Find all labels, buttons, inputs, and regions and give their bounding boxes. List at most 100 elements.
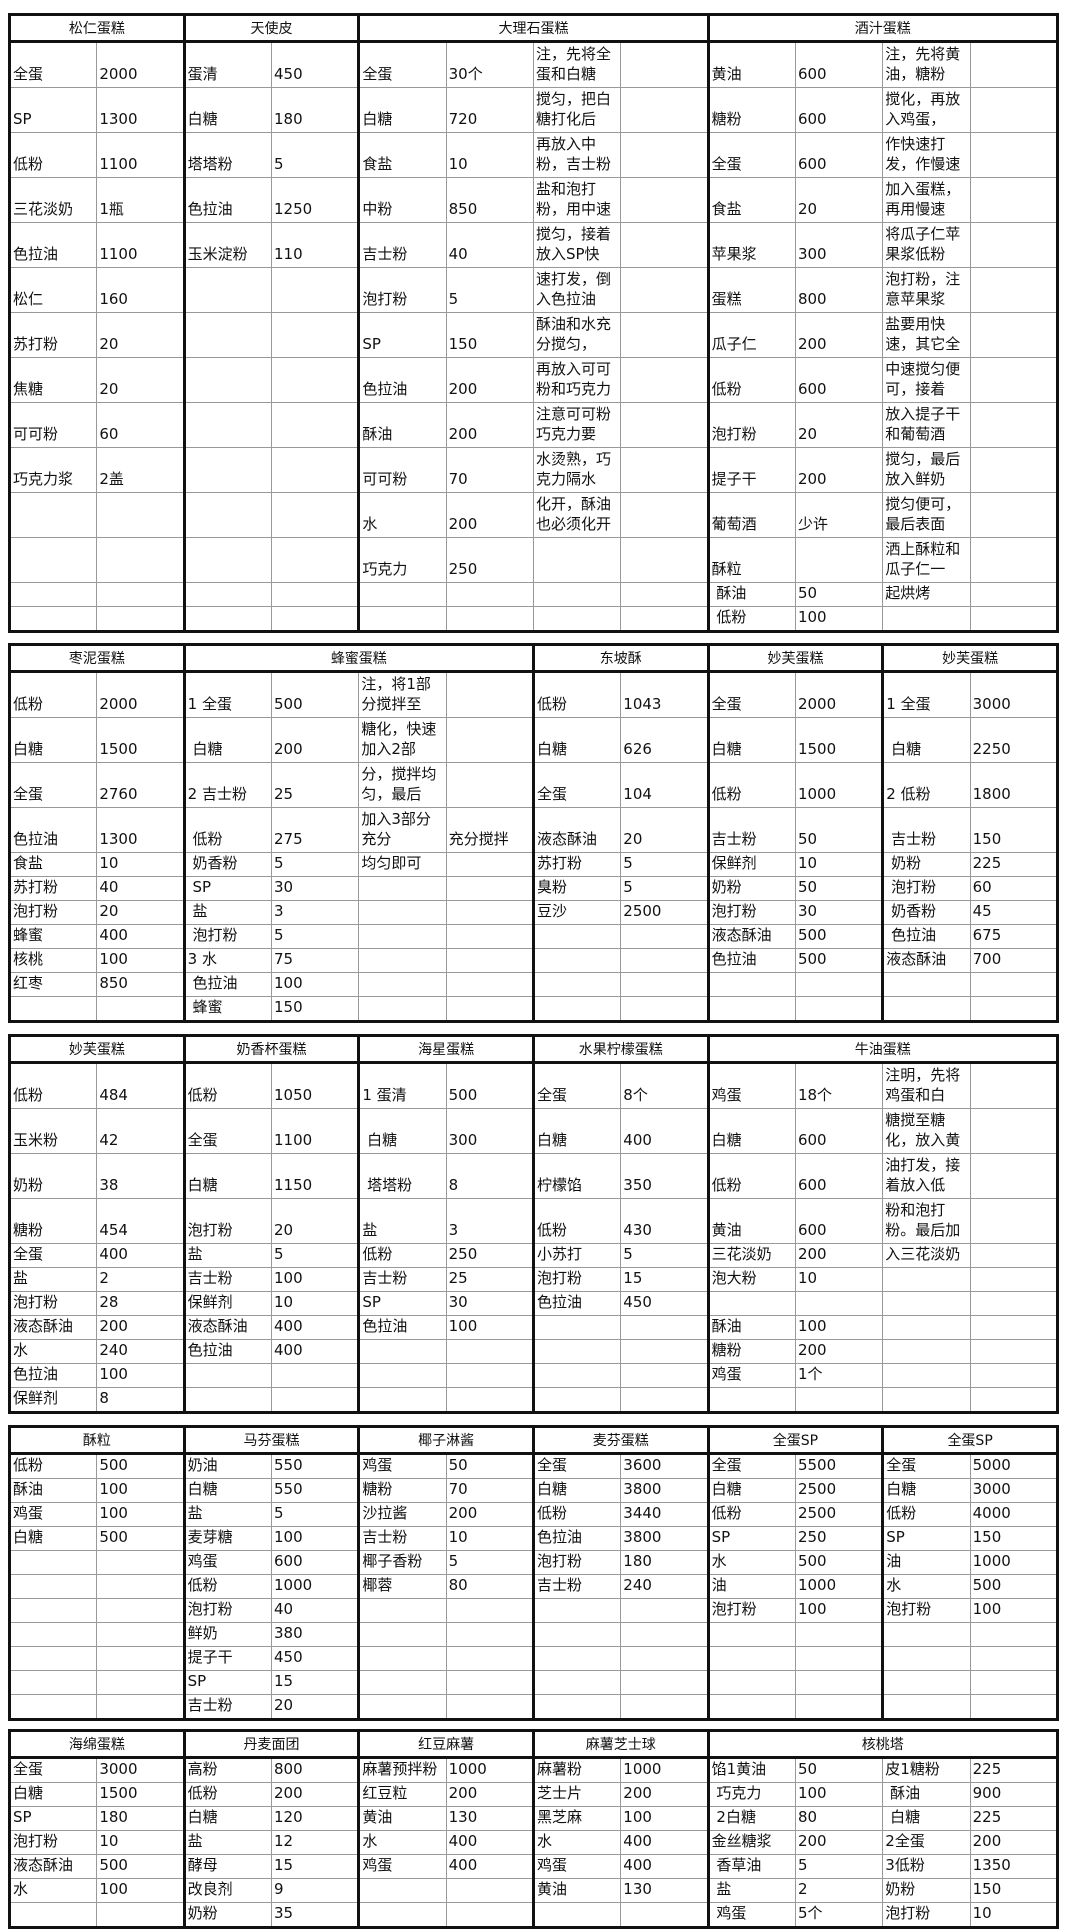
- amount-cell: 150: [445, 312, 534, 358]
- amount-cell: [620, 606, 709, 632]
- table-row: 焦糖 20 色拉油 200 再放入可可粉和巧克力 低粉 600 中速搅匀便可，接着: [8, 357, 1058, 403]
- ingredient-cell: 巧克力: [357, 537, 447, 583]
- ingredient-cell: 低粉: [531, 1198, 621, 1244]
- amount-cell: [620, 87, 709, 133]
- amount-cell: 1000: [969, 1550, 1058, 1575]
- ingredient-cell: [358, 924, 447, 949]
- ingredient-cell: 白糖: [706, 1478, 796, 1503]
- ingredient-cell: 可可粉: [357, 447, 447, 493]
- amount-cell: [969, 1267, 1058, 1292]
- ingredient-cell: 食盐: [706, 177, 796, 223]
- amount-cell: 80: [445, 1574, 534, 1599]
- ingredient-cell: SP: [182, 876, 272, 901]
- ingredient-cell: 酥油: [706, 1315, 796, 1340]
- amount-cell: 1000: [794, 762, 883, 808]
- amount-cell: 600: [794, 1153, 883, 1199]
- amount-cell: [445, 1646, 534, 1671]
- table-row: 巧克力浆 2盖 可可粉 70 水烫熟，巧克力隔水 提子干 200 搅匀，最后放入鲜奶: [8, 447, 1058, 493]
- table-row: 奶粉 38 白糖 1150 塔塔粉 8 柠檬馅 350 低粉 600 油打发，接着放入低: [8, 1153, 1058, 1199]
- amount-cell: [96, 1598, 185, 1623]
- ingredient-cell: [8, 606, 97, 632]
- amount-cell: 450: [620, 1291, 709, 1316]
- ingredient-cell: 加入蛋糕，再用慢速: [882, 177, 971, 223]
- ingredient-cell: 酥油: [882, 1782, 971, 1807]
- ingredient-cell: 吉士粉: [182, 1694, 272, 1720]
- amount-cell: 28: [96, 1291, 185, 1316]
- amount-cell: [620, 1622, 709, 1647]
- amount-cell: 200: [794, 1830, 883, 1855]
- ingredient-cell: [357, 1598, 447, 1623]
- amount-cell: 2000: [794, 671, 883, 718]
- amount-cell: 720: [445, 87, 534, 133]
- ingredient-cell: [358, 876, 447, 901]
- amount-cell: [620, 996, 709, 1022]
- ingredient-cell: 豆沙: [531, 900, 621, 925]
- ingredient-cell: 可可粉: [8, 402, 97, 448]
- table-row: 白糖 1500 白糖 200 糖化，快速加入2部 白糖 626 白糖 1500 白糖 2250: [8, 717, 1058, 763]
- ingredient-cell: 白糖: [357, 1108, 447, 1154]
- ingredient-cell: [357, 1387, 447, 1413]
- recipe-title: 大理石蛋糕: [357, 14, 709, 43]
- ingredient-cell: [357, 582, 447, 607]
- table-row: 蜂蜜 150: [8, 996, 1058, 1022]
- ingredient-cell: 金丝糖浆: [706, 1830, 796, 1855]
- amount-cell: 150: [270, 996, 359, 1022]
- amount-cell: 1瓶: [96, 177, 185, 223]
- ingredient-cell: 盐: [182, 1502, 272, 1527]
- ingredient-cell: [706, 1291, 796, 1316]
- ingredient-cell: [881, 996, 971, 1022]
- amount-cell: 225: [969, 1806, 1058, 1831]
- amount-cell: [794, 996, 883, 1022]
- table-row: 可可粉 60 酥油 200 注意可可粉巧克力要 泡打粉 20 放入提子干和葡萄酒: [8, 402, 1058, 448]
- ingredient-cell: 色拉油: [531, 1291, 621, 1316]
- ingredient-cell: 色拉油: [881, 924, 971, 949]
- ingredient-cell: 糖粉: [8, 1198, 97, 1244]
- ingredient-cell: SP: [706, 1526, 796, 1551]
- ingredient-cell: [706, 1694, 796, 1720]
- ingredient-cell: 鲜奶: [182, 1622, 272, 1647]
- ingredient-cell: 水: [706, 1550, 796, 1575]
- ingredient-cell: 盐: [8, 1267, 97, 1292]
- ingredient-cell: 低粉: [182, 1574, 272, 1599]
- amount-cell: 12: [270, 1830, 359, 1855]
- ingredient-cell: 鸡蛋: [357, 1854, 447, 1879]
- ingredient-cell: 泡打粉: [531, 1550, 621, 1575]
- amount-cell: 600: [794, 132, 883, 178]
- amount-cell: 42: [96, 1108, 185, 1154]
- ingredient-cell: SP: [357, 312, 447, 358]
- table-row: 鸡蛋 600 椰子香粉 5 泡打粉 180 水 500 油 1000: [8, 1550, 1058, 1575]
- ingredient-cell: 注，先将全蛋和白糖: [532, 41, 621, 88]
- amount-cell: 350: [620, 1153, 709, 1199]
- amount-cell: [969, 177, 1058, 223]
- ingredient-cell: 糖粉: [706, 1339, 796, 1364]
- ingredient-cell: 水: [8, 1339, 97, 1364]
- ingredient-cell: [357, 1646, 447, 1671]
- amount-cell: 104: [620, 762, 709, 808]
- amount-cell: 10: [794, 852, 883, 877]
- ingredient-cell: 白糖: [531, 1478, 621, 1503]
- ingredient-cell: 麻薯预拌粉: [357, 1757, 447, 1783]
- ingredient-cell: 化开，酥油也必须化开: [532, 492, 621, 538]
- amount-cell: [445, 1878, 534, 1903]
- ingredient-cell: 1 全蛋: [881, 671, 971, 718]
- amount-cell: 200: [620, 1782, 709, 1807]
- ingredient-cell: [706, 1622, 796, 1647]
- amount-cell: [445, 852, 534, 877]
- ingredient-cell: 蜂蜜: [182, 996, 272, 1022]
- ingredient-cell: 作快速打发，作慢速: [882, 132, 971, 178]
- table-row: 色拉油 100 鸡蛋 1个: [8, 1363, 1058, 1388]
- ingredient-cell: 苹果浆: [706, 222, 796, 268]
- amount-cell: [969, 1387, 1058, 1413]
- table-row: 酥油 100 白糖 550 糖粉 70 白糖 3800 白糖 2500 白糖 3000: [8, 1478, 1058, 1503]
- ingredient-cell: 吉士粉: [531, 1574, 621, 1599]
- ingredient-cell: [8, 996, 97, 1022]
- ingredient-cell: 水: [8, 1878, 97, 1903]
- amount-cell: 150: [969, 1526, 1058, 1551]
- ingredient-cell: 1 蛋清: [357, 1062, 447, 1109]
- amount-cell: [445, 1622, 534, 1647]
- ingredient-cell: 色拉油: [8, 222, 97, 268]
- ingredient-cell: 低粉: [8, 671, 97, 718]
- amount-cell: 1100: [96, 222, 185, 268]
- table-row: 全蛋 2760 2 吉士粉 25 分，搅拌均匀，最后 全蛋 104 低粉 1000 2 低粉 180…: [8, 762, 1058, 808]
- ingredient-cell: 水: [357, 492, 447, 538]
